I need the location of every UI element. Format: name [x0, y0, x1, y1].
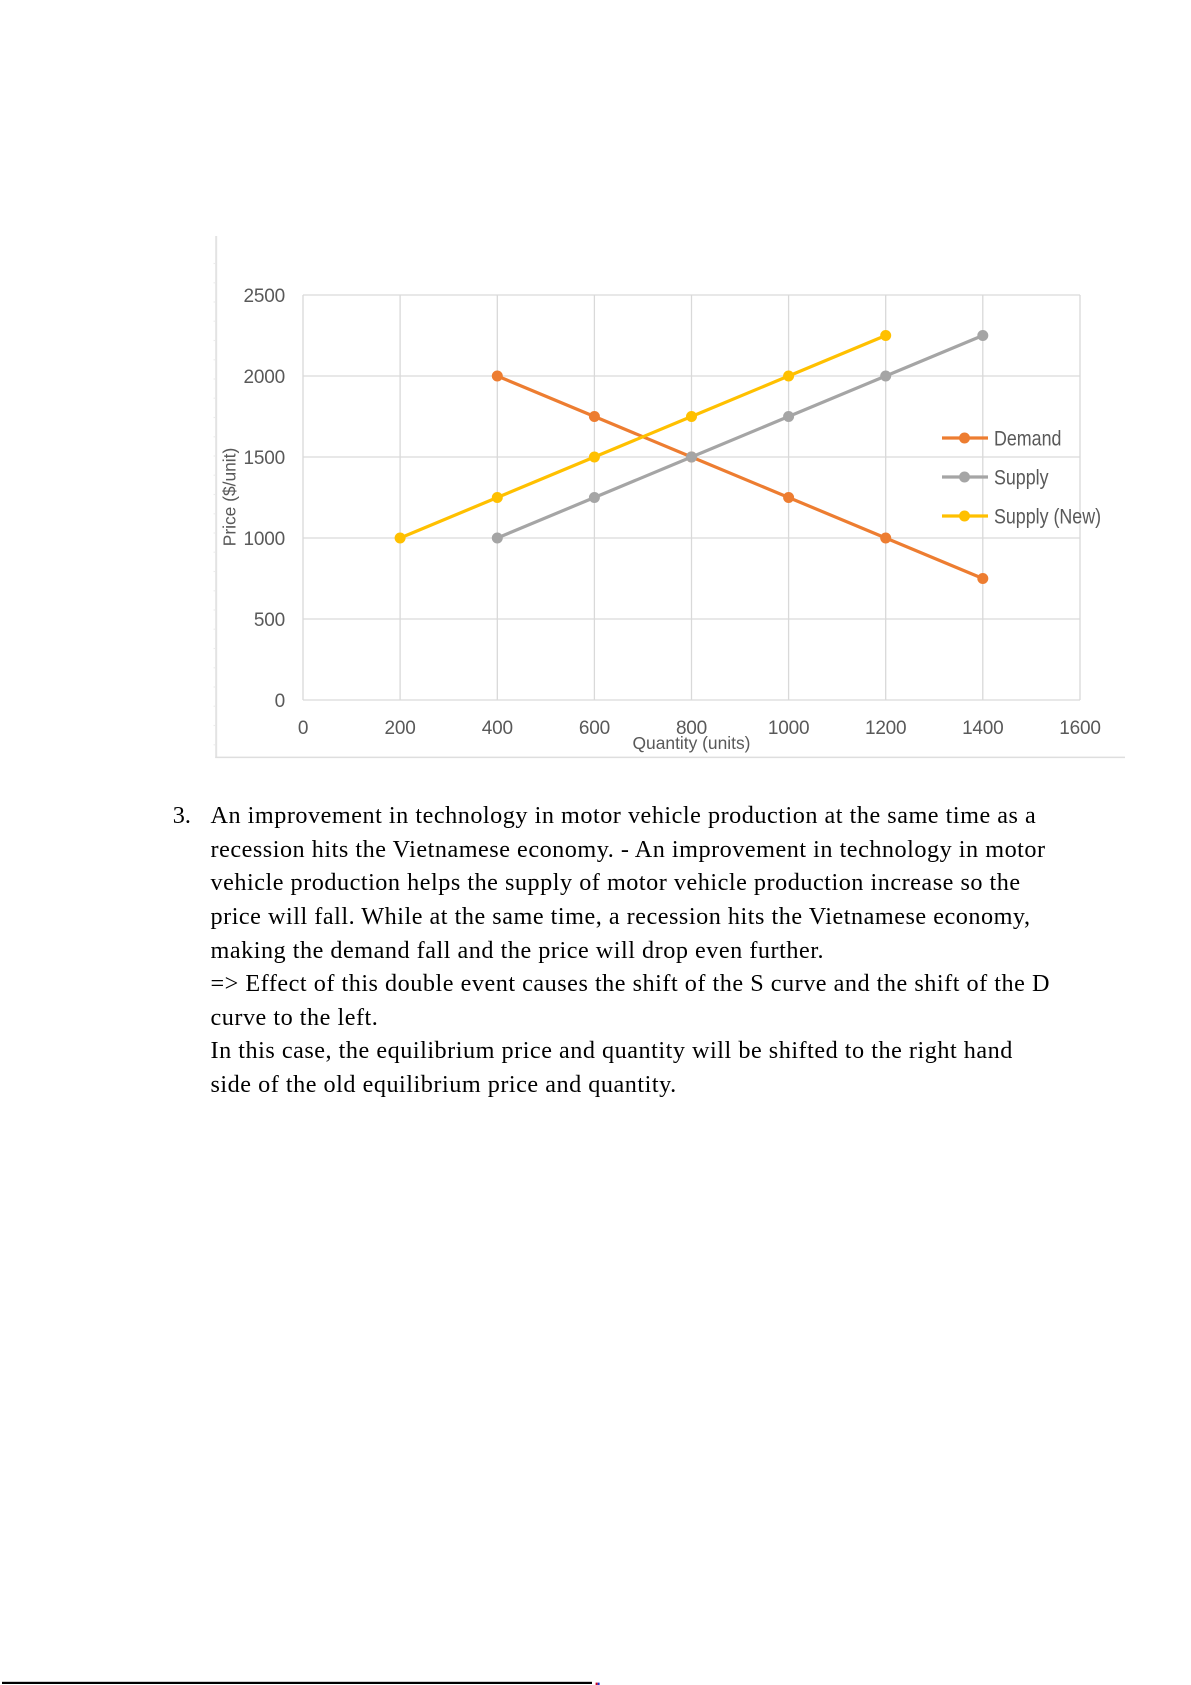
svg-text:2500: 2500: [244, 286, 285, 307]
svg-text:0: 0: [298, 718, 308, 739]
svg-text:1400: 1400: [962, 718, 1003, 739]
svg-text:1000: 1000: [768, 718, 809, 739]
svg-text:1000: 1000: [244, 529, 285, 550]
svg-text:800: 800: [676, 718, 707, 739]
svg-text:Quantity (units): Quantity (units): [633, 733, 751, 753]
svg-text:Supply: Supply: [994, 466, 1049, 490]
svg-text:1600: 1600: [1059, 718, 1100, 739]
svg-text:600: 600: [579, 718, 610, 739]
svg-text:Demand: Demand: [994, 427, 1061, 451]
svg-text:1200: 1200: [865, 718, 906, 739]
svg-text:Price ($/unit): Price ($/unit): [220, 448, 240, 547]
svg-text:500: 500: [254, 610, 285, 631]
svg-text:1500: 1500: [244, 448, 285, 469]
svg-text:Supply (New): Supply (New): [994, 505, 1101, 529]
svg-text:400: 400: [482, 718, 513, 739]
svg-text:2000: 2000: [244, 367, 285, 388]
svg-text:200: 200: [385, 718, 416, 739]
svg-text:0: 0: [275, 691, 285, 712]
